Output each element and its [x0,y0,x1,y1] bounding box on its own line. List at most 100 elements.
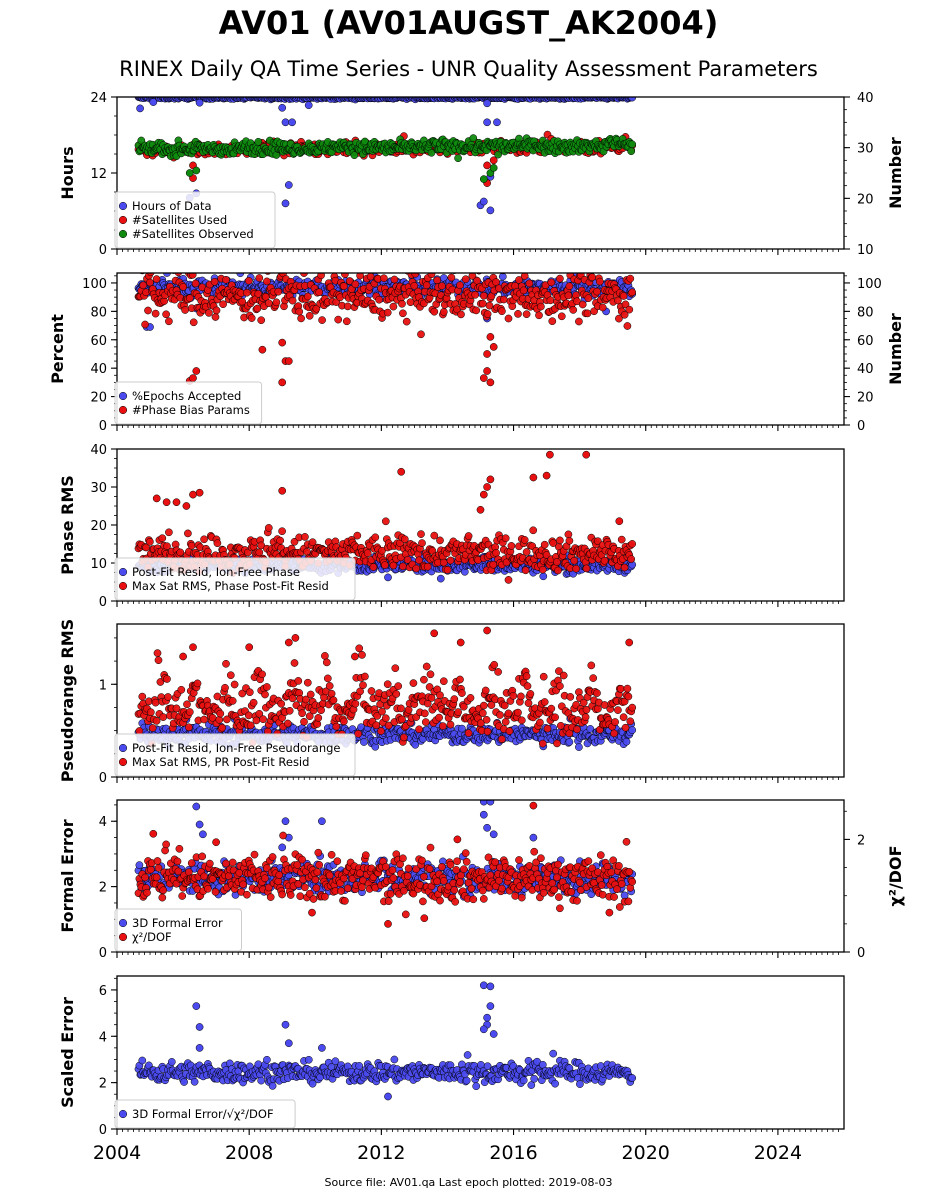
y-tick-label: 80 [90,305,107,320]
data-point [439,722,447,730]
data-point [245,643,254,652]
legend-marker [118,391,128,401]
data-point [483,367,491,375]
data-point [589,674,598,682]
data-point [456,281,464,290]
data-point [458,689,466,697]
data-point [317,706,325,715]
data-point [222,659,230,668]
data-point [483,350,491,358]
legend-entry: #Satellites Used [132,213,227,227]
data-point [276,536,285,545]
data-point [340,282,348,291]
data-point [259,715,267,724]
y-right-axis-label: Number [886,137,905,209]
data-point [479,175,488,183]
data-point [628,540,637,548]
data-point [581,713,590,721]
data-point [456,675,464,684]
panel-2-points [134,273,637,387]
y-right-tick-label: 10 [857,243,874,258]
data-point [526,690,535,698]
data-point [185,723,193,732]
data-point [427,148,436,157]
data-point [152,275,161,283]
data-point [277,699,286,708]
data-point [430,629,439,638]
data-point [182,502,191,510]
data-point [521,566,530,575]
data-point [565,536,574,545]
data-point [627,555,636,563]
data-point [529,526,538,535]
data-point [369,563,378,571]
data-point [456,638,465,647]
data-point [489,164,498,172]
data-point [547,278,556,287]
legend: Post-Fit Resid, Ion-Free PseudorangeMax … [114,733,356,777]
data-point [588,273,597,282]
data-point [404,705,413,714]
y-right-tick-label: 20 [857,391,874,406]
data-point [351,652,359,661]
data-point [291,634,300,642]
data-point [263,277,271,286]
data-point [436,536,444,545]
data-point [200,535,208,544]
data-point [554,566,562,575]
data-point [522,672,531,681]
data-point [228,697,237,705]
data-point [496,711,504,719]
y-right-tick-label: 40 [857,91,874,106]
data-point [593,287,601,296]
y-tick-label: 60 [90,334,107,349]
y-right-tick-label: 20 [857,192,874,207]
data-point [191,279,200,288]
y-tick-label: 0 [99,771,107,786]
data-point [483,483,491,491]
data-point [304,101,313,110]
data-point [471,290,480,299]
data-point [486,475,495,484]
data-point [165,317,173,326]
data-point [399,562,407,571]
data-point [446,720,455,729]
panel-2: 020406080100020406080100NumberPercent%Ep… [48,272,905,434]
data-point [324,273,328,274]
data-point [489,343,498,351]
data-point [479,701,488,710]
data-point [427,273,436,279]
data-point [305,311,314,320]
data-point [409,679,418,687]
data-point [205,309,213,317]
data-point [389,561,398,570]
data-point [255,548,264,557]
data-point [557,312,566,321]
data-point [399,309,407,318]
data-point [543,724,552,733]
data-point [547,704,556,713]
data-point [486,378,495,387]
data-point [366,273,375,281]
data-point [551,713,559,722]
data-point [216,709,225,718]
y-tick-label: 0 [99,243,107,258]
data-point [274,287,283,296]
data-point [219,300,227,309]
data-point [422,662,431,671]
data-point [418,539,426,547]
data-point [187,541,196,550]
data-point [538,565,547,574]
data-point [281,199,290,208]
data-point [383,680,392,689]
data-point [565,738,574,746]
data-point [402,317,411,326]
data-point [439,677,448,686]
data-point [297,314,305,323]
data-point [351,699,360,708]
data-point [476,505,485,514]
data-point [573,725,581,734]
data-point [587,661,596,670]
data-point [483,161,491,170]
